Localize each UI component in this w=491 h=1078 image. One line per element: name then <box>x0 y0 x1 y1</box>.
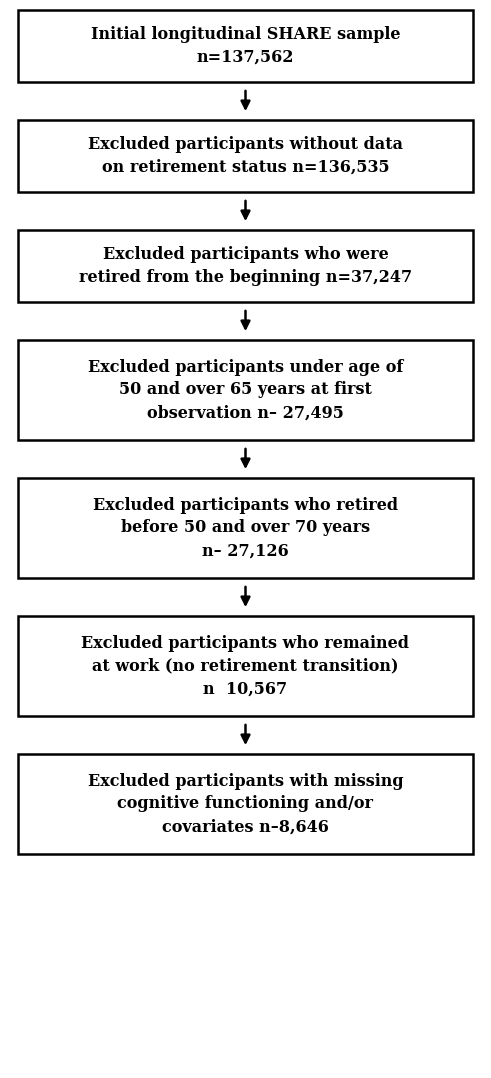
FancyBboxPatch shape <box>18 478 473 578</box>
FancyBboxPatch shape <box>18 120 473 192</box>
Text: Initial longitudinal SHARE sample
n=137,562: Initial longitudinal SHARE sample n=137,… <box>91 26 400 66</box>
FancyBboxPatch shape <box>18 616 473 716</box>
Text: Excluded participants under age of
50 and over 65 years at first
observation n– : Excluded participants under age of 50 an… <box>88 359 403 421</box>
FancyBboxPatch shape <box>18 340 473 440</box>
Text: Excluded participants who were
retired from the beginning n=37,247: Excluded participants who were retired f… <box>79 246 412 286</box>
Text: Excluded participants without data
on retirement status n=136,535: Excluded participants without data on re… <box>88 136 403 176</box>
FancyBboxPatch shape <box>18 754 473 854</box>
FancyBboxPatch shape <box>18 230 473 302</box>
FancyBboxPatch shape <box>18 10 473 82</box>
Text: Excluded participants who retired
before 50 and over 70 years
n– 27,126: Excluded participants who retired before… <box>93 497 398 559</box>
Text: Excluded participants who remained
at work (no retirement transition)
n  10,567: Excluded participants who remained at wo… <box>82 635 409 697</box>
Text: Excluded participants with missing
cognitive functioning and/or
covariates n–8,6: Excluded participants with missing cogni… <box>88 773 403 835</box>
